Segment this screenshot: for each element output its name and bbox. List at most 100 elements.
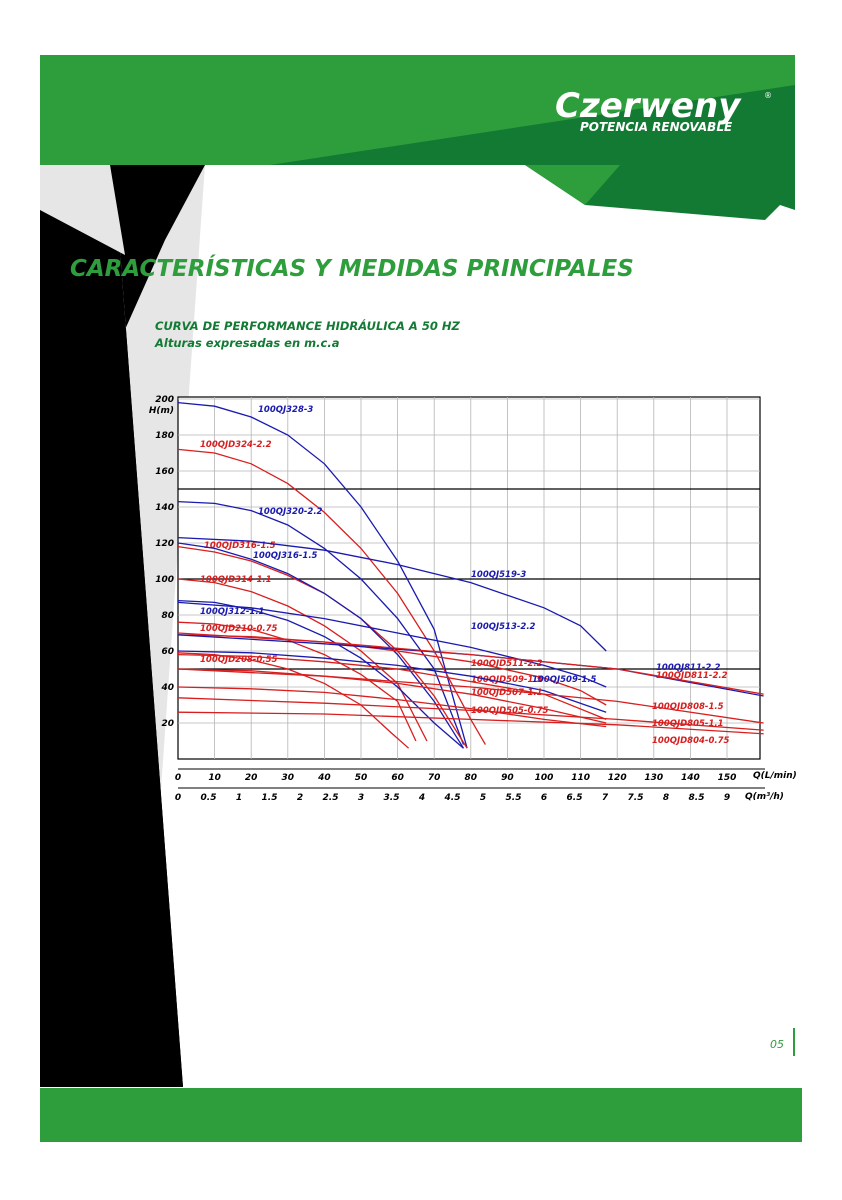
- pump-curve: [177, 632, 764, 695]
- x2-tick-label: 0: [175, 793, 181, 803]
- curve-label: 100QJ328-3: [258, 405, 313, 415]
- pump-curve: [177, 542, 465, 749]
- x-tick-label: 90: [501, 773, 514, 783]
- pump-curve: [177, 634, 607, 706]
- x-tick-label: 10: [208, 773, 221, 783]
- y-tick-label: 20: [161, 719, 174, 729]
- x-tick-label: 20: [245, 773, 258, 783]
- x2-tick-label: 6.5: [567, 793, 583, 803]
- x-tick-label: 130: [644, 773, 663, 783]
- pump-curve: [177, 621, 417, 742]
- x-tick-label: 150: [718, 773, 737, 783]
- x-tick-label: 120: [608, 773, 627, 783]
- chart: 0 10 20 30 40 50 60 70 80 90 100 110 120 130 140 150204…: [149, 395, 797, 803]
- x-tick-label: 60: [391, 773, 404, 783]
- decor: [40, 165, 125, 255]
- x2-tick-label: 2.5: [323, 793, 339, 803]
- y-tick-label: 180: [155, 431, 174, 441]
- x2-tick-label: 4.5: [444, 793, 461, 803]
- curve-label: 100QJ513-2.2: [471, 622, 536, 632]
- x-tick-label: 70: [428, 773, 441, 783]
- y-tick-label: 60: [161, 647, 174, 657]
- x2-tick-label: 8: [663, 793, 669, 803]
- y-tick-label: 40: [160, 683, 174, 693]
- pump-curve: [177, 711, 764, 735]
- curve-label: 100QJD210-0.75: [200, 624, 278, 634]
- x-tick-label: 30: [282, 773, 295, 783]
- x-tick-label: 40: [317, 773, 331, 783]
- curve-label: 100QJD324-2.2: [200, 440, 272, 450]
- curve-label: 100QJD316-1.5: [204, 541, 276, 551]
- curve-label: 100QJ320-2.2: [258, 507, 323, 517]
- header-decor: [525, 165, 620, 205]
- title: CARACTERÍSTICAS Y MEDIDAS PRINCIPALES: [70, 254, 634, 282]
- x2-tick-label: 6: [541, 793, 547, 803]
- x2-axis-label: Q(m³/h): [745, 792, 784, 802]
- x2-tick-label: 1: [236, 793, 242, 803]
- curve-label: 100QJD811-2.2: [656, 671, 728, 681]
- pump-curve: [177, 601, 607, 688]
- curve-label: 100QJD511-2.2: [471, 659, 543, 669]
- x2-tick-label: 4: [418, 793, 425, 803]
- registered: ®: [764, 91, 772, 100]
- curve-label: 100QJD505-0.75: [471, 706, 549, 716]
- x2-tick-label: 9: [724, 793, 730, 803]
- x-tick-label: 80: [465, 773, 478, 783]
- curve-label: 100QJ811-2.2: [656, 663, 721, 673]
- curve-label: 100QJD208-0.55: [200, 655, 278, 665]
- pump-curve: [177, 650, 607, 713]
- x2-tick-label: 3: [358, 793, 364, 803]
- y-tick-label: 140: [155, 503, 174, 513]
- curve-label: 100QJ316-1.5: [253, 551, 318, 561]
- x-tick-label: 50: [355, 773, 368, 783]
- x-tick-label: 0: [175, 773, 181, 783]
- y-tick-label: 200: [155, 395, 174, 405]
- subtitle: CURVA DE PERFORMANCE HIDRÁULICA A 50 HZ: [155, 318, 460, 333]
- x-tick-label: 100: [535, 773, 554, 783]
- x2-tick-label: 8.5: [689, 793, 705, 803]
- footer-band: [40, 1088, 802, 1142]
- brand: Czerweny: [555, 86, 742, 126]
- curve-label: 100QJD808-1.5: [652, 702, 724, 712]
- curve-label: 100QJD509-1.5: [471, 675, 543, 685]
- x2-tick-label: 2: [297, 793, 303, 803]
- y-tick-label: 80: [161, 611, 174, 621]
- y-tick-label: 120: [155, 539, 174, 549]
- y-tick-label: 160: [155, 467, 174, 477]
- x2-tick-label: 0.5: [201, 793, 217, 803]
- x2-tick-label: 5.5: [506, 793, 522, 803]
- x-tick-label: 140: [681, 773, 700, 783]
- x-axis-label: Q(L/min): [753, 771, 797, 781]
- x2-tick-label: 3.5: [384, 793, 400, 803]
- x2-tick-label: 5: [480, 793, 486, 803]
- pump-curve: [177, 401, 468, 749]
- page-number: 05: [770, 1038, 784, 1051]
- curve-label: 100QJD805-1.1: [652, 719, 724, 729]
- x2-tick-label: 1.5: [262, 793, 278, 803]
- pump-curve: [177, 500, 465, 745]
- pump-curve: [177, 686, 607, 728]
- decor: [40, 200, 183, 1087]
- curve-label: 100QJD314-1.1: [200, 575, 272, 585]
- curve-label: 100QJ509-1.5: [532, 675, 597, 685]
- curve-label: 100QJD507-1.1: [471, 688, 543, 698]
- pump-curve: [177, 599, 464, 749]
- x-tick-label: 110: [571, 773, 590, 783]
- header-decor: [270, 85, 795, 165]
- slogan: POTENCIA RENOVABLE: [580, 120, 733, 134]
- curve-label: 100QJD804-0.75: [652, 736, 730, 746]
- pump-curve: [177, 668, 764, 724]
- x2-tick-label: 7.5: [628, 793, 644, 803]
- pump-curve: [177, 536, 607, 652]
- pump-curve: [177, 668, 607, 724]
- curve-label: 100QJ519-3: [471, 570, 526, 580]
- curve-label: 100QJ312-1.1: [200, 607, 264, 617]
- y-tick-label: 100: [155, 575, 174, 585]
- plot-frame: [177, 396, 761, 760]
- x2-tick-label: 7: [602, 793, 609, 803]
- y-axis-label: H(m): [149, 406, 174, 416]
- pump-curve: [177, 697, 764, 731]
- subtitle: Alturas expresadas en m.c.a: [154, 336, 340, 350]
